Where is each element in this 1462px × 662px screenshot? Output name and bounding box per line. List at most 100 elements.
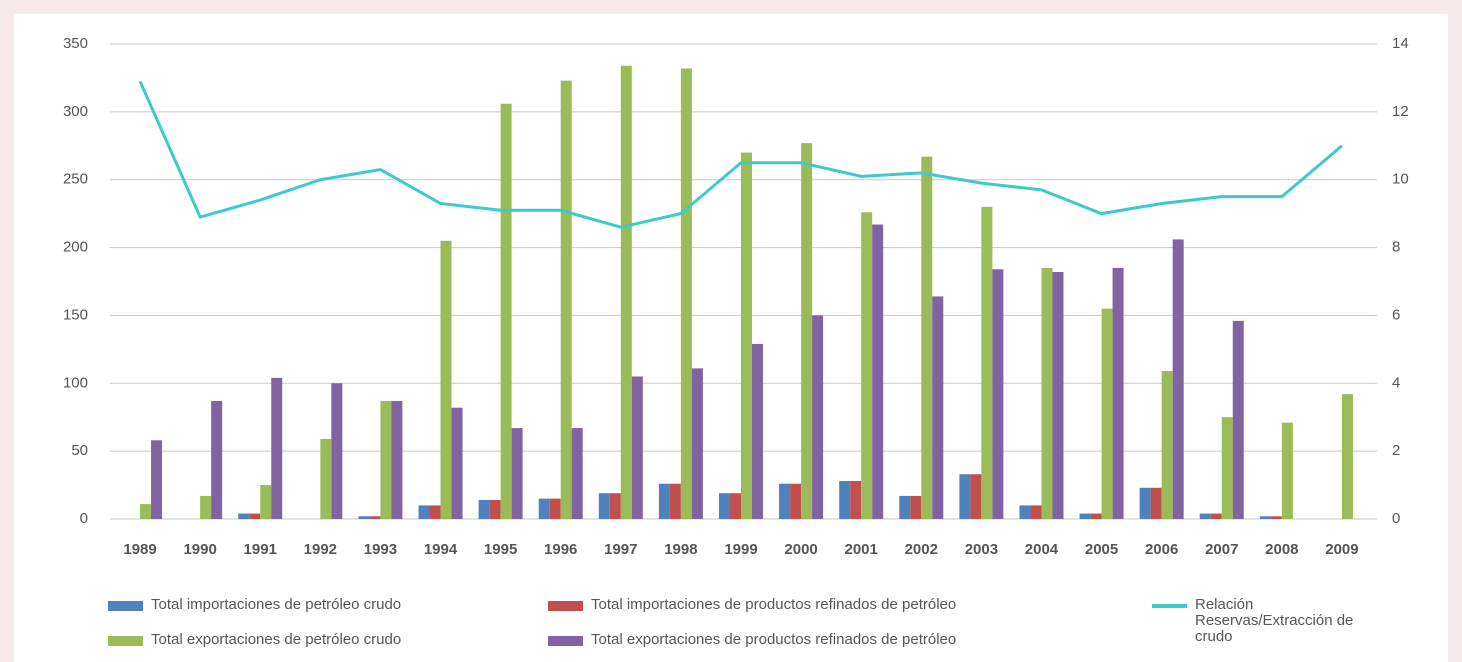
bar	[959, 474, 971, 519]
x-tick-label: 1995	[484, 541, 517, 558]
x-tick-label: 1990	[183, 541, 216, 558]
y2-tick-label: 8	[1392, 239, 1400, 256]
bar	[719, 493, 730, 519]
bar	[680, 68, 692, 519]
bar	[1199, 513, 1211, 519]
bar	[899, 495, 911, 519]
bar	[790, 483, 802, 519]
bar	[658, 483, 670, 519]
y-tick-label: 100	[63, 374, 88, 391]
bar	[1221, 417, 1233, 519]
x-tick-label: 1991	[244, 541, 277, 558]
legend-label: Total importaciones de productos refinad…	[591, 596, 957, 613]
bar	[478, 500, 490, 519]
legend-swatch	[548, 636, 583, 646]
x-tick-label: 1992	[304, 541, 337, 558]
bar	[200, 495, 212, 519]
legend-item: Total importaciones de productos refinad…	[548, 597, 956, 613]
y-tick-label: 250	[63, 171, 88, 188]
bar	[981, 206, 993, 519]
bar	[249, 513, 261, 519]
bar	[260, 485, 272, 519]
bar	[429, 505, 441, 519]
bar	[320, 438, 332, 519]
bar	[970, 474, 982, 519]
bar	[669, 483, 681, 519]
bar	[369, 516, 381, 519]
bar	[418, 505, 430, 519]
bar	[489, 500, 501, 519]
bar	[1019, 505, 1031, 519]
bar	[609, 493, 621, 519]
bar	[211, 400, 223, 519]
bar	[1150, 487, 1162, 519]
bar	[1341, 394, 1353, 519]
y-tick-label: 200	[63, 239, 88, 256]
legend-item: Total exportaciones de petróleo crudo	[108, 632, 401, 648]
x-tick-label: 2009	[1325, 541, 1358, 558]
bar	[921, 156, 933, 519]
legend-item: Total importaciones de petróleo crudo	[108, 597, 401, 613]
y2-tick-label: 14	[1392, 35, 1409, 52]
x-tick-label: 1989	[123, 541, 156, 558]
bar	[440, 240, 452, 520]
y2-tick-label: 12	[1392, 103, 1409, 120]
bar	[861, 212, 873, 520]
y-tick-label: 50	[71, 442, 88, 459]
y-tick-label: 0	[80, 510, 88, 527]
bar	[1172, 239, 1184, 519]
bar	[932, 296, 944, 519]
x-tick-label: 1994	[424, 541, 458, 558]
bar	[1210, 513, 1222, 519]
bar	[1281, 422, 1293, 519]
bar	[872, 224, 884, 519]
bar	[1101, 308, 1113, 519]
bar	[1090, 513, 1102, 519]
x-tick-label: 1997	[604, 541, 637, 558]
bar	[358, 516, 370, 519]
bar	[839, 481, 851, 519]
bar	[549, 498, 561, 519]
y-tick-label: 300	[63, 103, 88, 120]
legend-label: Total importaciones de petróleo crudo	[151, 596, 402, 613]
bar	[1139, 487, 1151, 519]
y2-tick-label: 2	[1392, 442, 1400, 459]
bar	[571, 428, 583, 519]
x-tick-label: 2001	[845, 541, 878, 558]
bar	[992, 269, 1004, 519]
bar	[1270, 516, 1282, 519]
x-tick-label: 2002	[905, 541, 938, 558]
legend-item: Total exportaciones de productos refinad…	[548, 632, 956, 648]
bar	[1052, 272, 1064, 519]
bar	[538, 498, 550, 519]
bar	[1041, 267, 1053, 519]
bar	[451, 407, 463, 519]
x-tick-label: 1998	[664, 541, 697, 558]
bar	[730, 493, 741, 519]
x-tick-label: 2007	[1205, 541, 1238, 558]
y2-tick-label: 0	[1392, 510, 1400, 527]
bar	[140, 504, 152, 519]
bar	[620, 65, 632, 519]
bar	[691, 368, 703, 519]
x-tick-label: 1993	[364, 541, 397, 558]
bar	[812, 315, 824, 519]
y-tick-label: 150	[63, 306, 88, 323]
legend-label: Relación Reservas/Extracción de crudo	[1195, 596, 1354, 645]
bar	[779, 483, 791, 519]
y2-tick-label: 4	[1392, 374, 1400, 391]
bar	[1030, 505, 1042, 519]
bar	[391, 400, 403, 519]
line	[138, 80, 1343, 229]
x-tick-label: 1996	[544, 541, 577, 558]
bar	[598, 493, 610, 519]
bar	[560, 80, 572, 520]
bar	[752, 343, 763, 519]
panel	[14, 14, 1448, 662]
bar	[1079, 513, 1091, 519]
x-tick-label: 2005	[1085, 541, 1118, 558]
bar	[1259, 516, 1271, 519]
x-tick-label: 2003	[965, 541, 998, 558]
